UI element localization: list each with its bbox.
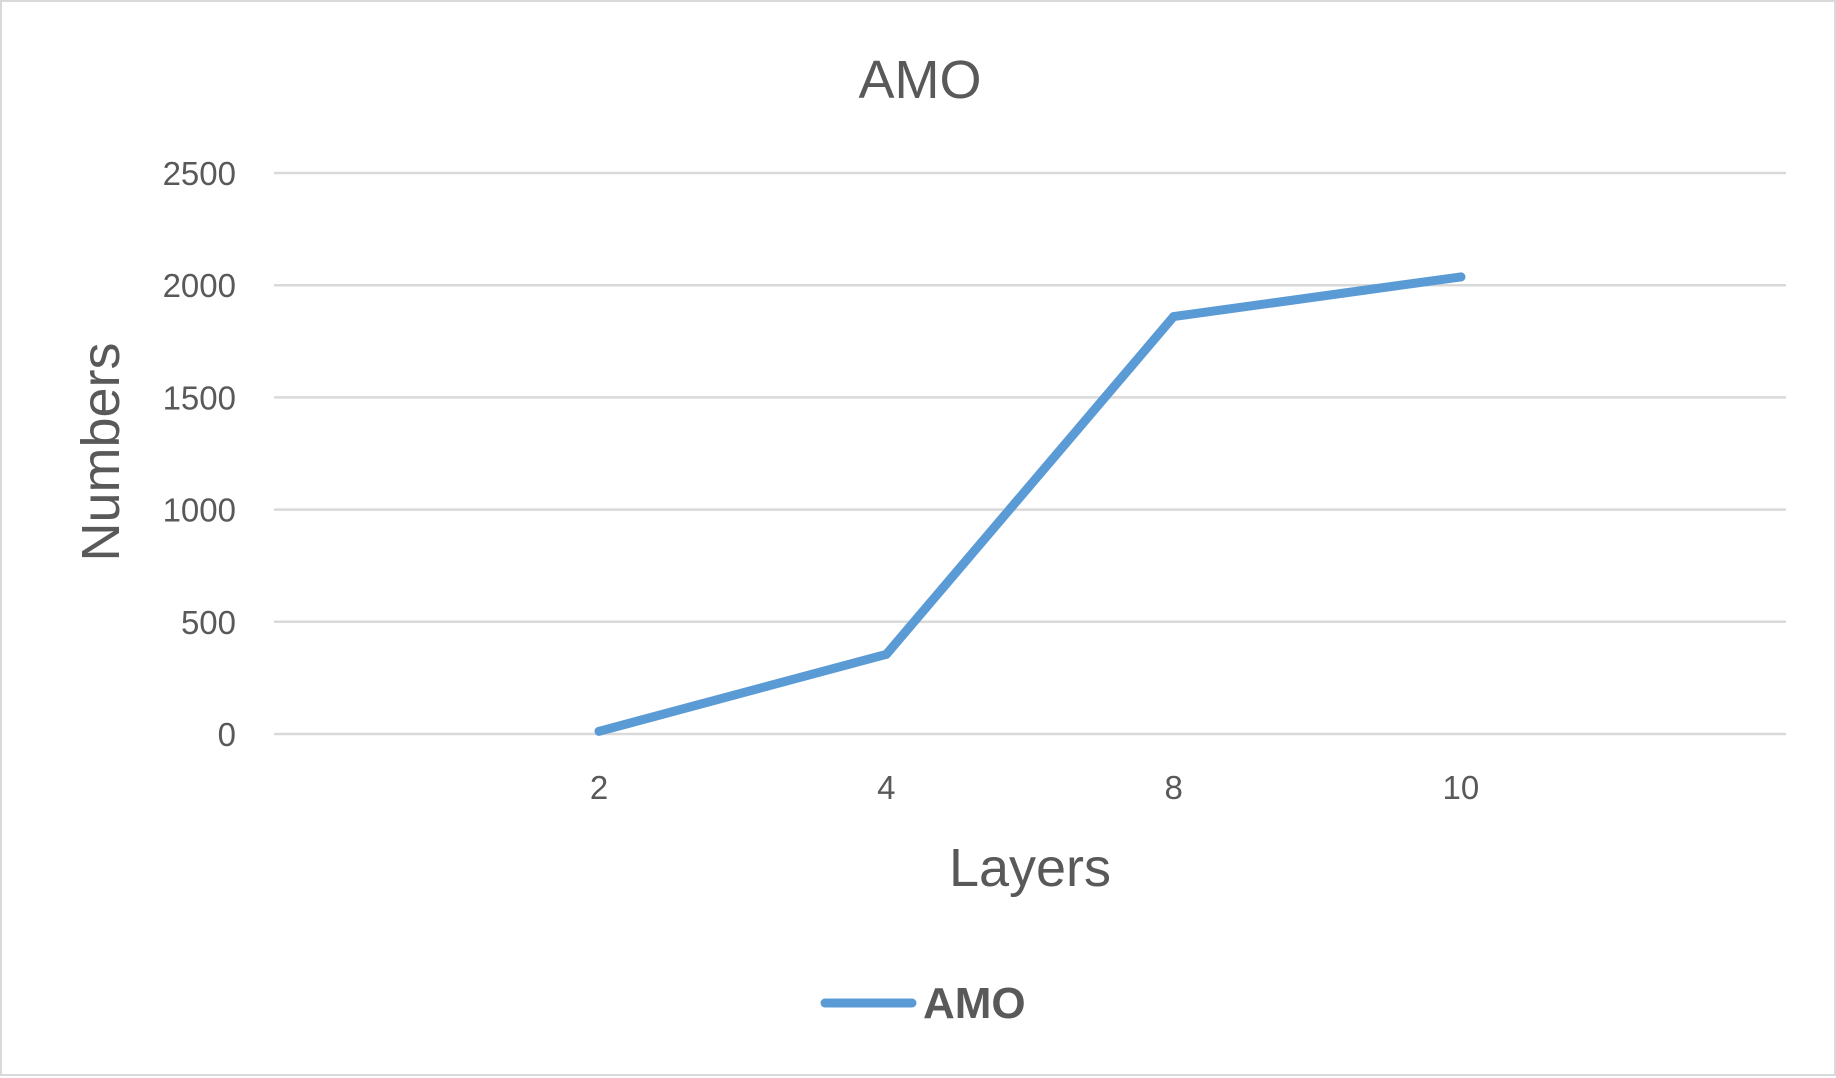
y-tick-label-500: 500 (181, 604, 236, 641)
data-point-10 (1456, 272, 1466, 282)
data-point-2 (594, 726, 604, 736)
legend-label-amo: AMO (923, 979, 1026, 1028)
chart-title: AMO (858, 50, 981, 110)
legend: AMO (820, 979, 1026, 1028)
y-tick-label-1000: 1000 (163, 492, 236, 529)
y-tick-label-0: 0 (218, 716, 236, 753)
x-tick-label-8: 8 (1164, 769, 1182, 806)
x-tick-label-2: 2 (590, 769, 608, 806)
data-point-8 (1169, 312, 1179, 322)
gridlines (274, 171, 1786, 736)
y-tick-label-2000: 2000 (163, 267, 236, 304)
y-tick-label-1500: 1500 (163, 379, 236, 416)
series-layer (594, 272, 1466, 736)
y-axis-ticks: 0 500 1000 1500 2000 2500 (163, 155, 236, 753)
x-tick-label-10: 10 (1443, 769, 1480, 806)
y-axis-title: Numbers (71, 342, 131, 561)
x-tick-label-4: 4 (877, 769, 895, 806)
data-point-4 (881, 649, 891, 659)
y-tick-label-2500: 2500 (163, 155, 236, 192)
x-axis-ticks: 2 4 8 10 (590, 769, 1479, 806)
x-axis-title: Layers (949, 838, 1111, 898)
series-line-amo (594, 272, 1466, 736)
